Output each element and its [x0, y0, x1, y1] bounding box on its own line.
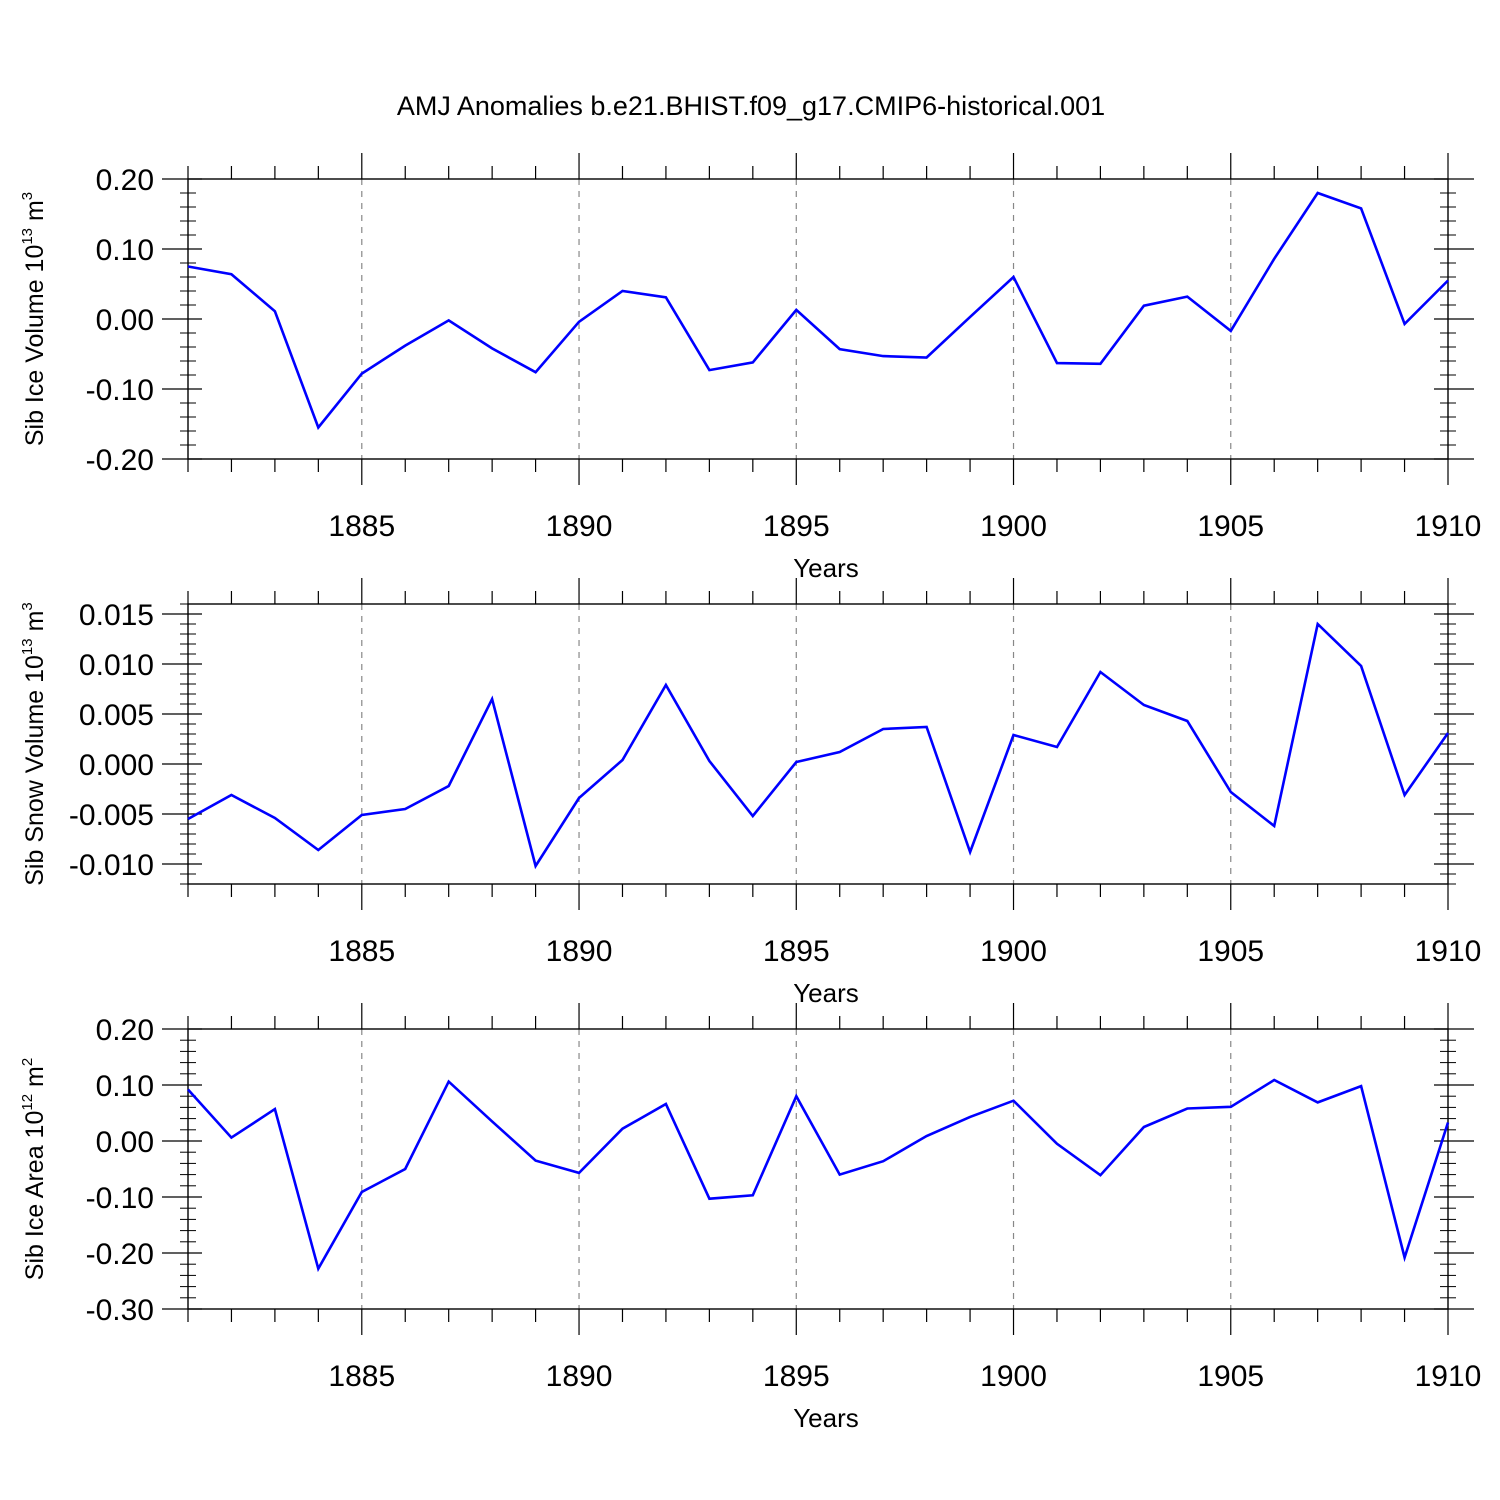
y-axis-label: Sib Ice Volume 1013 m3: [19, 192, 49, 446]
y-tick-label: 0.20: [96, 164, 154, 197]
plot-frame: [187, 1028, 1449, 1310]
y-tick-label: -0.010: [69, 849, 154, 882]
y-axis-label-exponent: 13: [19, 638, 36, 655]
y-tick-label: -0.20: [86, 1238, 154, 1271]
x-tick-label: 1895: [763, 510, 830, 543]
x-tick-label: 1905: [1197, 935, 1264, 968]
x-tick-label: 1900: [980, 510, 1047, 543]
y-axis-label-text: Sib Ice Area 10: [21, 1111, 49, 1281]
plot-frame: [187, 178, 1449, 460]
x-tick-label: 1910: [1415, 935, 1482, 968]
x-tick-label: 1900: [980, 1360, 1047, 1393]
y-tick-label: 0.005: [79, 699, 154, 732]
x-tick-label: 1905: [1197, 1360, 1264, 1393]
series-line: [187, 1078, 1450, 1273]
x-tick-label: 1910: [1415, 1360, 1482, 1393]
y-tick-label: -0.20: [86, 444, 154, 477]
x-tick-label: 1890: [546, 510, 613, 543]
y-axis-label-unit-exponent: 3: [19, 192, 36, 200]
y-tick-label: 0.10: [96, 1070, 154, 1103]
y-tick-label: 0.015: [79, 599, 154, 632]
chart-title: AMJ Anomalies b.e21.BHIST.f09_g17.CMIP6-…: [397, 91, 1105, 121]
y-tick-label: -0.10: [86, 1182, 154, 1215]
series-line: [187, 191, 1449, 431]
x-tick-label: 1890: [546, 935, 613, 968]
y-axis-label-text: Sib Snow Volume 10: [21, 655, 49, 886]
x-tick-label: 1905: [1197, 510, 1264, 543]
y-axis-label-text: Sib Ice Volume 10: [21, 245, 49, 447]
y-tick-label: -0.005: [69, 799, 154, 832]
x-tick-label: 1910: [1415, 510, 1482, 543]
x-tick-label: 1895: [763, 1360, 830, 1393]
panels: -0.20 -0.10 0.00 0.10 0.20 1885 1890 1895 1900 19…: [19, 153, 1481, 1433]
x-axis-label: Years: [793, 1403, 859, 1433]
panel-3: -0.30 -0.20 -0.10 0.00 0.10 0.20 1885 1890 1895 1…: [19, 1003, 1481, 1433]
x-tick-label: 1885: [328, 935, 395, 968]
y-axis-label-exponent: 13: [19, 228, 36, 245]
y-axis-label-unit: m: [21, 200, 49, 228]
y-tick-label: 0.00: [96, 1126, 154, 1159]
y-tick-label: 0.20: [96, 1014, 154, 1047]
y-axis-label-unit-exponent: 3: [19, 602, 36, 610]
x-axis-label: Years: [793, 978, 859, 1008]
x-tick-label: 1885: [328, 1360, 395, 1393]
panel-1: -0.20 -0.10 0.00 0.10 0.20 1885 1890 1895 1900 19…: [19, 153, 1481, 583]
y-tick-label: 0.10: [96, 234, 154, 267]
x-tick-label: 1890: [546, 1360, 613, 1393]
x-axis-label: Years: [793, 553, 859, 583]
y-tick-label: -0.10: [86, 374, 154, 407]
x-tick-label: 1900: [980, 935, 1047, 968]
y-tick-label: 0.00: [96, 304, 154, 337]
panel-2: -0.010 -0.005 0.000 0.005 0.010 0.015 1885 1890…: [19, 578, 1481, 1008]
y-axis-label: Sib Ice Area 1012 m2: [19, 1058, 49, 1280]
y-axis-label-exponent: 12: [19, 1094, 36, 1111]
y-axis-label-unit: m: [21, 1066, 49, 1094]
series-line: [187, 621, 1450, 870]
y-tick-label: 0.010: [79, 649, 154, 682]
y-tick-label: 0.000: [79, 749, 154, 782]
y-axis-label-unit: m: [21, 611, 49, 639]
plot-frame: [187, 603, 1449, 885]
x-tick-label: 1895: [763, 935, 830, 968]
x-tick-label: 1885: [328, 510, 395, 543]
y-tick-label: -0.30: [86, 1294, 154, 1327]
y-axis-label-unit-exponent: 2: [19, 1058, 36, 1066]
y-axis-label: Sib Snow Volume 1013 m3: [19, 602, 49, 886]
